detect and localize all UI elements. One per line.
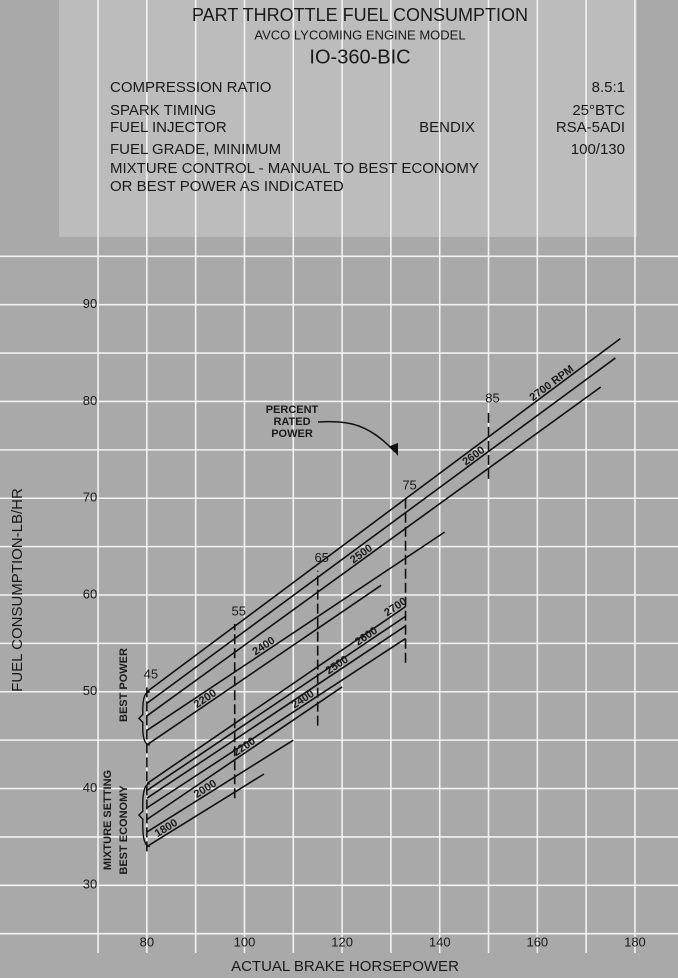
rpm-line bbox=[146, 773, 265, 848]
x-tick-label: 160 bbox=[526, 934, 548, 949]
chart-title: PART THROTTLE FUEL CONSUMPTION bbox=[192, 5, 528, 25]
rpm-line bbox=[146, 615, 406, 792]
x-tick-label: 140 bbox=[429, 934, 451, 949]
power-label: 85 bbox=[485, 391, 499, 406]
annotation: MIXTURE SETTING bbox=[102, 770, 114, 870]
y-tick-label: 60 bbox=[83, 586, 97, 601]
rpm-line bbox=[146, 637, 406, 809]
bracket bbox=[137, 782, 150, 848]
grid bbox=[0, 0, 678, 953]
chart-subtitle: AVCO LYCOMING ENGINE MODEL bbox=[254, 27, 465, 42]
power-label: 65 bbox=[314, 550, 328, 565]
spec-label: SPARK TIMING bbox=[110, 102, 216, 119]
x-tick-label: 180 bbox=[624, 934, 646, 949]
power-label: 55 bbox=[231, 603, 245, 618]
spec-label: FUEL INJECTOR bbox=[110, 119, 227, 136]
spec-label: FUEL GRADE, MINIMUM bbox=[110, 141, 281, 158]
mixture-note: MIXTURE CONTROL - MANUAL TO BEST ECONOMY bbox=[110, 160, 479, 177]
spec-value: 25°BTC bbox=[572, 102, 625, 119]
x-axis-label: ACTUAL BRAKE HORSEPOWER bbox=[231, 958, 459, 975]
rpm-line bbox=[146, 739, 294, 833]
y-tick-label: 90 bbox=[83, 296, 97, 311]
spec-value: 8.5:1 bbox=[592, 79, 625, 96]
model: IO-360-BIC bbox=[309, 46, 410, 68]
spec-maker: BENDIX bbox=[419, 119, 475, 136]
y-tick-label: 30 bbox=[83, 877, 97, 892]
rpm-line bbox=[146, 337, 621, 693]
rpm-line bbox=[146, 386, 602, 717]
x-tick-label: 100 bbox=[234, 934, 256, 949]
mixture-note: OR BEST POWER AS INDICATED bbox=[110, 178, 344, 195]
spec-label: COMPRESSION RATIO bbox=[110, 79, 271, 96]
bracket bbox=[137, 691, 150, 746]
power-label: 45 bbox=[144, 666, 158, 681]
annotation: BEST ECONOMY bbox=[118, 785, 130, 875]
y-tick-label: 70 bbox=[83, 490, 97, 505]
rpm-line bbox=[146, 625, 406, 799]
rpm-line bbox=[146, 531, 446, 732]
power-label: 75 bbox=[402, 478, 416, 493]
y-tick-label: 40 bbox=[83, 780, 97, 795]
spec-value: RSA-5ADI bbox=[556, 119, 625, 136]
x-tick-label: 80 bbox=[140, 934, 154, 949]
rpm-line bbox=[146, 605, 406, 785]
annotation: PERCENT bbox=[266, 404, 319, 416]
annotation: BEST POWER bbox=[118, 648, 130, 722]
rpm-line bbox=[146, 357, 616, 705]
arrow-head bbox=[390, 443, 398, 456]
annotation-arrow bbox=[317, 420, 396, 453]
rpm-line bbox=[146, 686, 343, 821]
y-tick-label: 80 bbox=[83, 393, 97, 408]
y-tick-label: 50 bbox=[83, 683, 97, 698]
rpm-line bbox=[146, 584, 382, 746]
spec-value: 100/130 bbox=[571, 141, 625, 158]
annotation: POWER bbox=[271, 428, 313, 440]
annotation: RATED bbox=[273, 416, 310, 428]
header-panel bbox=[59, 0, 637, 237]
x-tick-label: 120 bbox=[331, 934, 353, 949]
y-axis-label: FUEL CONSUMPTION-LB/HR bbox=[9, 488, 26, 692]
